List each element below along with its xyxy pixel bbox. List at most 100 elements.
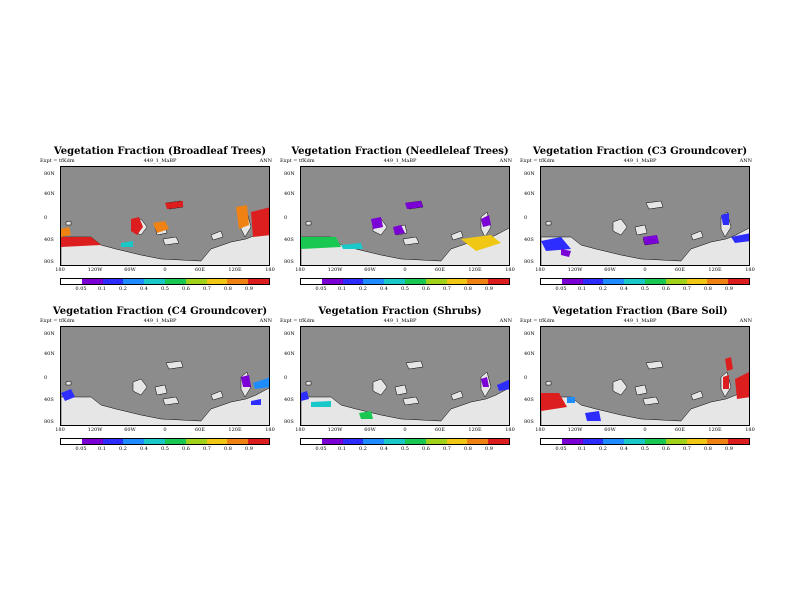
colorbar-swatch: [206, 439, 228, 444]
longitude-label: 120E: [708, 427, 722, 433]
colorbar-swatch: [301, 279, 322, 284]
land-mass: [65, 220, 72, 226]
colorbar-swatch: [102, 279, 124, 284]
map-frame: [300, 166, 510, 266]
longitude-label: 60W: [604, 427, 616, 433]
colorbar-label: 0.9: [485, 286, 493, 292]
longitude-label: 180: [55, 427, 65, 433]
vegetation-patch: [731, 233, 749, 243]
colorbar-swatch: [467, 439, 489, 444]
longitude-label: 180: [505, 427, 515, 433]
land-mass: [450, 390, 464, 401]
colorbar-label: 0.7: [683, 446, 691, 452]
colorbar-label: 0.5: [641, 286, 649, 292]
longitude-label: 60W: [124, 427, 136, 433]
longitude-label: 0: [643, 267, 647, 273]
land-mass: [405, 360, 424, 370]
vegetation-patch: [165, 201, 183, 209]
colorbar: [540, 278, 750, 285]
latitude-label: 80S: [284, 419, 294, 425]
run-label: 449_1_MaBP: [623, 158, 657, 164]
land-mass: [645, 360, 664, 370]
latitude-label: 40S: [524, 237, 534, 243]
longitude-label: 180: [535, 267, 545, 273]
map-frame: [540, 166, 750, 266]
colorbar-swatch: [644, 439, 666, 444]
vegetation-patch: [481, 215, 491, 227]
colorbar-label: 0.1: [98, 286, 106, 292]
colorbar-swatch: [624, 279, 645, 284]
vegetation-patch: [735, 372, 749, 399]
latitude-label: 40N: [44, 191, 55, 197]
colorbar-swatch: [321, 439, 343, 444]
colorbar-label: 0.2: [599, 286, 607, 292]
panel-title: Vegetation Fraction (Broadleaf Trees): [53, 146, 267, 157]
vegetation-patch: [541, 393, 567, 411]
vegetation-patch: [251, 207, 269, 237]
season-label: ANN: [259, 158, 272, 164]
panel-title: Vegetation Fraction (C4 Groundcover): [52, 306, 268, 317]
colorbar-swatch: [227, 439, 249, 444]
colorbar: [60, 438, 270, 445]
colorbar-label: 0.7: [443, 446, 451, 452]
colorbar-swatch: [603, 279, 625, 284]
colorbar-swatch: [665, 439, 687, 444]
colorbar-label: 0.1: [578, 446, 586, 452]
vegetation-patch: [481, 377, 489, 387]
season-label: ANN: [739, 158, 752, 164]
panel-title: Vegetation Fraction (Needleleaf Trees): [291, 146, 509, 157]
colorbar-swatch: [425, 279, 447, 284]
vegetation-patch: [131, 217, 143, 235]
colorbar-swatch: [707, 439, 729, 444]
colorbar-swatch: [404, 439, 426, 444]
longitude-label: 180: [295, 267, 305, 273]
colorbar-label: 0.9: [725, 286, 733, 292]
land-mass: [162, 236, 180, 246]
colorbar-swatch: [404, 279, 426, 284]
longitude-label: 120E: [468, 267, 482, 273]
map-panel: Vegetation Fraction (C4 Groundcover) Expt…: [40, 306, 280, 471]
longitude-label: 0: [163, 427, 167, 433]
experiment-label: Expt = tfKdm: [520, 158, 555, 164]
land-mass: [642, 396, 660, 406]
longitude-label: 0: [643, 427, 647, 433]
land-mass: [634, 224, 648, 236]
colorbar-swatch: [363, 439, 385, 444]
colorbar-swatch: [301, 439, 322, 444]
latitude-label: 80S: [524, 419, 534, 425]
colorbar-label: 0.4: [620, 446, 628, 452]
longitude-label: 0: [403, 427, 407, 433]
colorbar-swatch: [665, 279, 687, 284]
land-mass: [301, 387, 509, 425]
land-mass: [645, 200, 664, 210]
colorbar-swatch: [467, 279, 489, 284]
latitude-label: 80S: [524, 259, 534, 265]
colorbar-swatch: [707, 279, 729, 284]
longitude-label: 60E: [434, 427, 446, 433]
latitude-label: 40S: [44, 237, 54, 243]
land-mass: [450, 230, 464, 241]
colorbar-swatch: [144, 439, 165, 444]
colorbar-swatch: [342, 279, 364, 284]
colorbar-label: 0.2: [359, 446, 367, 452]
run-label: 449_1_MaBP: [383, 318, 417, 324]
colorbar-label: 0.8: [704, 446, 712, 452]
longitude-label: 120E: [228, 267, 242, 273]
colorbar-swatch: [686, 279, 708, 284]
vegetation-patch: [561, 249, 571, 257]
latitude-label: 80N: [524, 171, 535, 177]
colorbar-label: 0.5: [401, 286, 409, 292]
colorbar-swatch: [248, 439, 269, 444]
colorbar-swatch: [206, 279, 228, 284]
latitude-label: 40S: [44, 397, 54, 403]
vegetation-patch: [301, 237, 341, 249]
latitude-label: 40S: [284, 237, 294, 243]
map-frame: [60, 166, 270, 266]
run-label: 449_1_MaBP: [143, 158, 177, 164]
colorbar-label: 0.1: [578, 286, 586, 292]
latitude-label: 40N: [524, 191, 535, 197]
vegetation-patch: [405, 201, 423, 209]
panel-title: Vegetation Fraction (Shrubs): [318, 306, 482, 317]
colorbar-label: 0.2: [119, 446, 127, 452]
latitude-label: 0: [524, 215, 528, 221]
